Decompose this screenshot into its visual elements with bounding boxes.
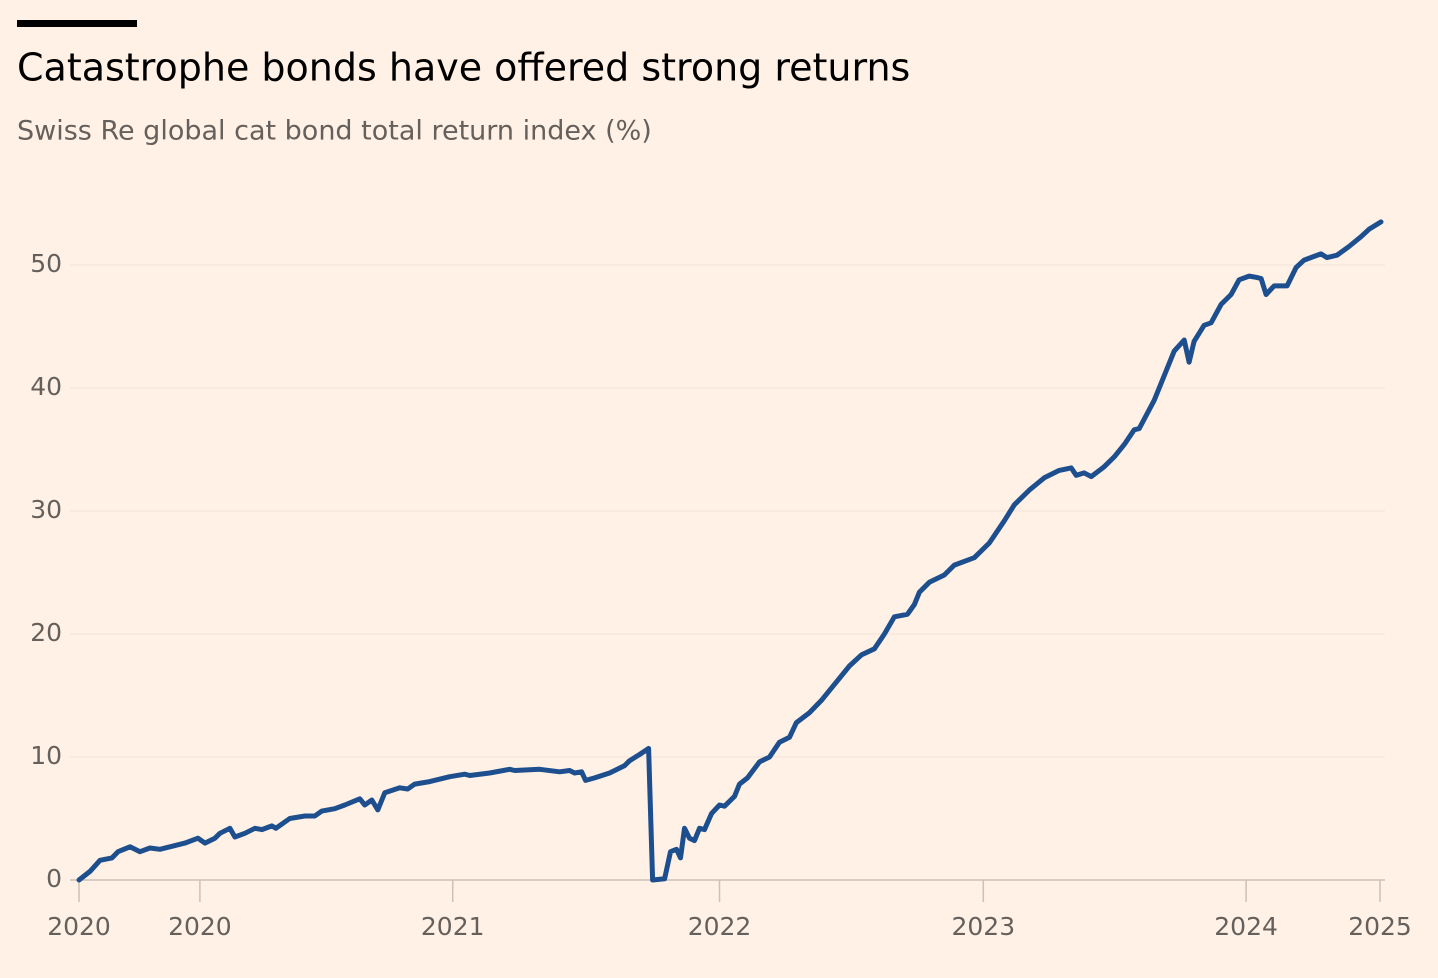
- x-tick-label: 2024: [1214, 912, 1278, 941]
- x-tick-label: 2022: [688, 912, 752, 941]
- chart-title: Catastrophe bonds have offered strong re…: [17, 46, 910, 90]
- x-tick-label: 2020: [47, 912, 111, 941]
- y-tick-label: 10: [30, 741, 62, 770]
- x-tick-label: 2025: [1348, 912, 1412, 941]
- x-tick-label: 2021: [421, 912, 485, 941]
- x-tick-label: 2023: [951, 912, 1015, 941]
- y-tick-label: 30: [30, 495, 62, 524]
- y-tick-label: 0: [46, 864, 62, 893]
- y-tick-label: 50: [30, 249, 62, 278]
- chart-subtitle: Swiss Re global cat bond total return in…: [17, 116, 652, 147]
- x-tick-label: 2020: [168, 912, 232, 941]
- y-tick-label: 40: [30, 372, 62, 401]
- title-bar: [17, 20, 137, 27]
- data-line: [76, 219, 1384, 883]
- y-tick-label: 20: [30, 618, 62, 647]
